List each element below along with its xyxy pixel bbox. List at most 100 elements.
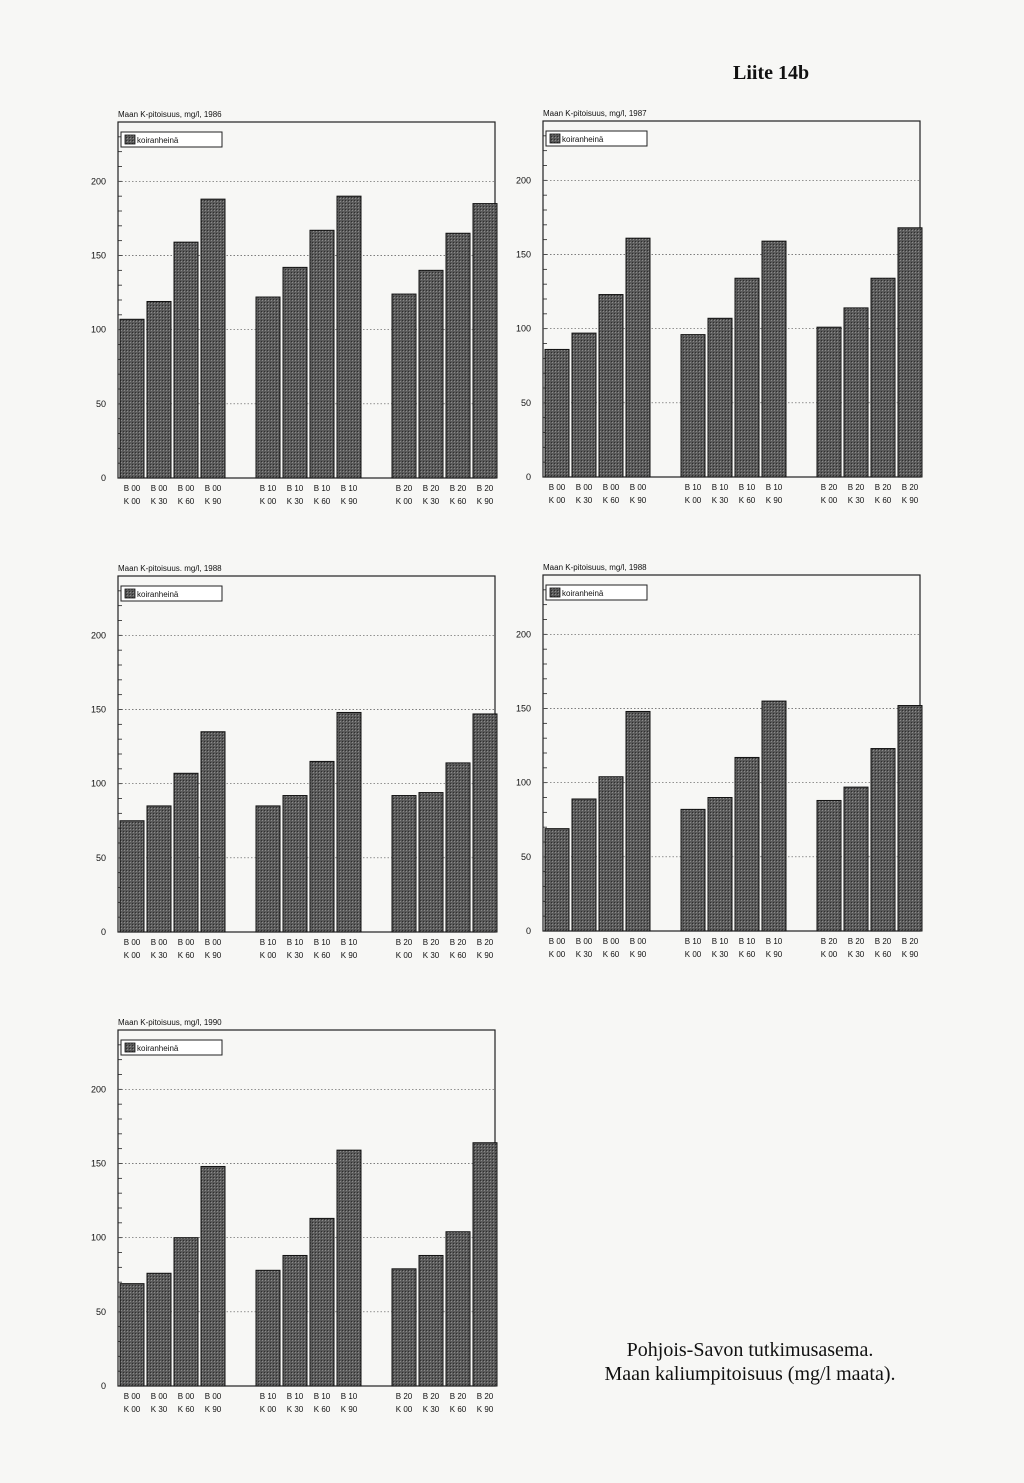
- x-label-b: B 00: [205, 1392, 222, 1401]
- x-label-b: B 10: [260, 938, 277, 947]
- bar: [680, 334, 706, 478]
- bar: [173, 1237, 199, 1387]
- x-label-k: K 00: [396, 951, 413, 960]
- chart-title: Maan K-pitoisuus, mg/l, 1986: [118, 110, 222, 119]
- x-label-k: K 00: [685, 950, 702, 959]
- chart-title: Maan K-pitoisuus. mg/l, 1988: [118, 564, 222, 573]
- page-label: Liite 14b: [733, 62, 810, 84]
- x-label-b: B 00: [178, 1392, 195, 1401]
- caption: Pohjois-Savon tutkimusasema. Maan kalium…: [560, 1338, 940, 1386]
- bar: [391, 293, 417, 479]
- y-tick-label: 200: [516, 629, 531, 639]
- x-label-b: B 00: [576, 937, 593, 946]
- bar: [472, 1142, 498, 1387]
- bar: [897, 705, 923, 932]
- x-label-k: K 60: [178, 951, 195, 960]
- bar: [418, 269, 444, 479]
- x-label-b: B 20: [821, 483, 838, 492]
- legend-label: koiranheinä: [562, 589, 604, 598]
- x-label-b: B 10: [287, 1392, 304, 1401]
- bar: [761, 700, 787, 932]
- x-label-k: K 30: [712, 496, 729, 505]
- x-label-k: K 30: [151, 497, 168, 506]
- x-label-k: K 00: [124, 1405, 141, 1414]
- bar: [282, 795, 308, 933]
- x-label-b: B 20: [821, 937, 838, 946]
- x-label-k: K 30: [576, 950, 593, 959]
- x-label-b: B 10: [739, 937, 756, 946]
- bar: [625, 710, 651, 932]
- x-label-k: K 30: [423, 497, 440, 506]
- x-label-k: K 00: [260, 1405, 277, 1414]
- x-label-k: K 90: [902, 496, 919, 505]
- x-label-b: B 10: [341, 484, 358, 493]
- legend-swatch: [124, 588, 136, 599]
- bar: [200, 198, 226, 479]
- bar: [173, 772, 199, 933]
- x-label-k: K 30: [848, 496, 865, 505]
- y-tick-label: 50: [96, 853, 106, 863]
- x-label-k: K 60: [739, 496, 756, 505]
- y-tick-label: 150: [516, 250, 531, 260]
- bar: [119, 1283, 145, 1387]
- bar: [445, 232, 471, 479]
- x-label-b: B 10: [685, 937, 702, 946]
- legend-swatch: [124, 1042, 136, 1053]
- bar: [472, 203, 498, 479]
- x-label-b: B 00: [630, 483, 647, 492]
- x-label-b: B 20: [450, 938, 467, 947]
- bar: [255, 1269, 281, 1387]
- x-label-b: B 10: [314, 484, 331, 493]
- x-label-k: K 90: [341, 497, 358, 506]
- x-label-b: B 10: [260, 1392, 277, 1401]
- x-label-b: B 20: [423, 938, 440, 947]
- x-label-k: K 90: [766, 950, 783, 959]
- caption-line-1: Pohjois-Savon tutkimusasema.: [626, 1339, 874, 1361]
- legend-label: koiranheinä: [562, 135, 604, 144]
- legend-label: koiranheinä: [137, 1044, 179, 1053]
- bar: [255, 296, 281, 479]
- chart-title: Maan K-pitoisuus, mg/l, 1990: [118, 1018, 222, 1027]
- x-label-b: B 00: [151, 1392, 168, 1401]
- x-label-b: B 20: [450, 1392, 467, 1401]
- x-label-b: B 10: [341, 938, 358, 947]
- x-label-b: B 10: [766, 483, 783, 492]
- x-label-b: B 00: [205, 484, 222, 493]
- x-label-k: K 90: [205, 497, 222, 506]
- chart-svg: Maan K-pitoisuus. mg/l, 1988 0 50 100 150 200…: [91, 564, 498, 960]
- x-label-k: K 60: [178, 1405, 195, 1414]
- x-label-b: B 00: [205, 938, 222, 947]
- x-label-k: K 30: [848, 950, 865, 959]
- bar: [391, 1268, 417, 1387]
- x-label-b: B 10: [766, 937, 783, 946]
- x-label-k: K 60: [739, 950, 756, 959]
- x-label-b: B 00: [124, 1392, 141, 1401]
- bar: [336, 711, 362, 933]
- y-tick-label: 150: [91, 251, 106, 261]
- legend-swatch: [124, 134, 136, 145]
- bar: [843, 307, 869, 478]
- chart-1987: Maan K-pitoisuus, mg/l, 1987 0 50 100 150 200…: [510, 104, 950, 529]
- bar: [282, 1254, 308, 1387]
- bar: [707, 797, 733, 932]
- x-label-k: K 00: [821, 950, 838, 959]
- x-label-k: K 60: [603, 496, 620, 505]
- x-label-b: B 20: [396, 1392, 413, 1401]
- bar: [282, 266, 308, 479]
- x-label-b: B 00: [603, 937, 620, 946]
- x-label-b: B 00: [124, 938, 141, 947]
- chart-1988-b: Maan K-pitoisuus, mg/l, 1988 0 50 100 150 200…: [510, 558, 950, 983]
- x-label-k: K 00: [685, 496, 702, 505]
- y-tick-label: 100: [91, 1233, 106, 1243]
- y-tick-label: 100: [91, 779, 106, 789]
- x-label-k: K 90: [341, 1405, 358, 1414]
- y-tick-label: 150: [516, 704, 531, 714]
- x-label-k: K 60: [450, 497, 467, 506]
- x-label-k: K 90: [766, 496, 783, 505]
- x-label-b: B 20: [423, 1392, 440, 1401]
- bar: [418, 1254, 444, 1387]
- y-tick-label: 0: [101, 1381, 106, 1391]
- x-label-k: K 30: [287, 497, 304, 506]
- y-tick-label: 150: [91, 705, 106, 715]
- chart-title: Maan K-pitoisuus, mg/l, 1987: [543, 109, 647, 118]
